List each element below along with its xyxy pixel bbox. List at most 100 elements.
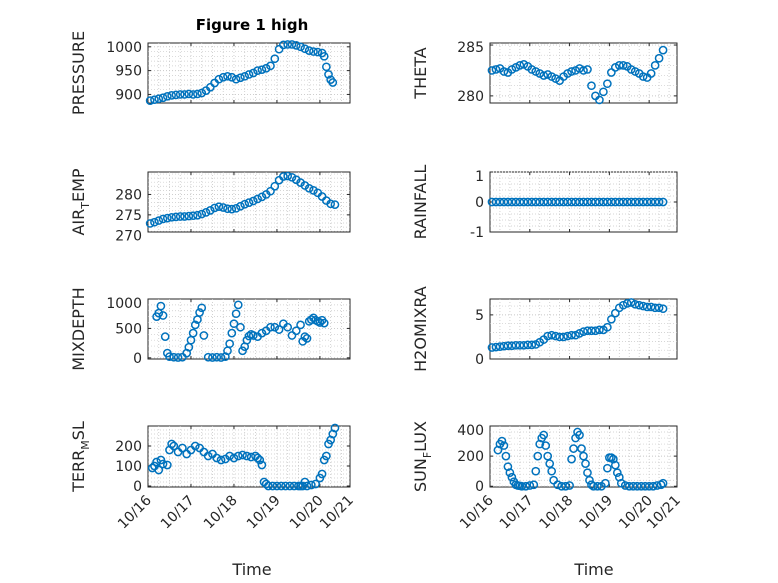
plot-air_temp-point — [205, 206, 215, 215]
plot-h2omixra-point — [515, 340, 525, 350]
plot-terr_msl-ytick-label: 0 — [133, 479, 142, 495]
plot-pressure-point — [184, 89, 194, 99]
plot-pressure-point — [244, 70, 254, 79]
plot-pressure-point — [309, 47, 318, 56]
plot-air_temp: 270 275 280 AIRTEMP — [69, 168, 351, 244]
plot-sun_flux-point — [557, 481, 566, 491]
plot-air_temp-point — [304, 183, 314, 193]
plot-air_temp-point — [214, 202, 224, 212]
plot-rainfall-point — [607, 197, 616, 207]
plot-sun_flux-ytick-label: 0 — [475, 479, 484, 495]
plot-mixdepth-point — [270, 322, 280, 332]
plot-h2omixra-point — [491, 342, 501, 352]
plot-pressure-point — [322, 62, 331, 72]
plot-air_temp-point — [248, 196, 258, 206]
plot-sun_flux-point — [543, 451, 553, 461]
plot-sun_flux-point — [539, 430, 549, 440]
plot-air_temp-point — [210, 203, 219, 213]
plot-terr_msl-point — [154, 465, 164, 475]
plot-sun_flux-point — [565, 481, 574, 490]
plot-h2omixra-point — [646, 302, 656, 312]
plot-mixdepth-point — [173, 353, 183, 362]
plot-mixdepth-axes-box — [147, 298, 351, 360]
plot-sun_flux-point — [561, 481, 570, 491]
plot-pressure-point — [291, 41, 301, 50]
plot-terr_msl-point — [242, 451, 252, 461]
plot-rainfall-point — [618, 197, 628, 207]
plot-theta-point — [595, 95, 604, 105]
plot-terr_msl-ytick-label: 200 — [115, 439, 142, 455]
plot-rainfall-point — [579, 197, 588, 207]
plot-rainfall-point — [503, 197, 513, 207]
plot-rainfall-point — [610, 197, 620, 207]
plot-pressure-point — [227, 72, 237, 82]
plot-terr_msl-point — [190, 441, 200, 451]
plot-terr_msl-ylabel-main: TERR — [69, 450, 88, 493]
plot-sun_flux-points — [493, 427, 668, 491]
plot-h2omixra-point — [642, 302, 652, 312]
plot-theta-point — [515, 61, 525, 70]
plot-sun_flux-point — [585, 475, 594, 485]
plot-rainfall-point — [515, 197, 525, 207]
plot-pressure-points — [145, 40, 338, 105]
plot-rainfall: -1 0 1 RAINFALL — [411, 165, 678, 241]
plot-sun_flux-point — [533, 451, 543, 461]
plot-pressure-point — [296, 42, 305, 52]
plot-sun_flux-point — [553, 480, 562, 490]
plot-pressure-point — [193, 89, 202, 99]
plot-h2omixra-point — [603, 322, 612, 332]
plot-air_temp-point — [309, 186, 318, 195]
plot-sun_flux-point — [547, 466, 557, 476]
plot-h2omixra-point — [519, 340, 529, 350]
plot-air_temp-point — [240, 199, 250, 209]
plot-terr_msl-point — [162, 460, 172, 470]
plot-air_temp-point — [145, 219, 155, 228]
plot-sun_flux-point — [521, 481, 531, 491]
plot-h2omixra-ytick-label: 0 — [475, 352, 484, 368]
plot-h2omixra-ytick-label: 5 — [475, 308, 484, 324]
plot-mixdepth-point — [212, 352, 222, 362]
plot-sun_flux-point — [587, 480, 596, 490]
plot-h2omixra-point — [587, 326, 596, 336]
plot-sun_flux-ylabel-main: SUN — [411, 458, 430, 492]
plot-terr_msl-point — [281, 481, 290, 491]
plot-terr_msl-point — [263, 481, 273, 491]
plot-sun_flux-ylabel-sub: F — [421, 452, 434, 458]
plot-rainfall-point — [603, 197, 612, 207]
plot-mixdepth-point — [300, 332, 310, 341]
plot-terr_msl-point — [216, 455, 226, 465]
plot-pressure-point — [218, 72, 228, 82]
plot-sun_flux-point — [640, 481, 650, 491]
plot-terr_msl-ylabel-sub: M — [79, 440, 92, 450]
plot-mixdepth-point — [203, 352, 213, 362]
plot-mixdepth-ytick-label: 1000 — [106, 296, 142, 312]
plot-mixdepth-point — [156, 301, 166, 311]
plot-terr_msl-point — [238, 450, 247, 460]
plot-sun_flux-point — [628, 481, 638, 491]
plot-terr_msl-point — [276, 481, 286, 491]
plot-mixdepth-point — [238, 346, 247, 356]
plot-air_temp-point — [162, 213, 172, 223]
plot-sun_flux-point — [577, 444, 586, 453]
plot-h2omixra-point — [555, 332, 564, 342]
plot-sun_flux-point — [589, 481, 598, 491]
plot-sun_flux-point — [603, 463, 612, 473]
plot-sun_flux-point — [610, 460, 620, 470]
plot-theta-point — [487, 66, 497, 75]
plot-mixdepth-point — [242, 335, 252, 345]
plot-sun_flux-point — [567, 454, 576, 464]
plot-terr_msl-point — [317, 469, 327, 479]
plot-sun_flux-point — [569, 444, 578, 453]
plot-rainfall-point — [630, 197, 640, 207]
plot-theta-point — [603, 79, 612, 89]
plot-mixdepth-point — [315, 318, 325, 327]
plot-pressure-point — [287, 40, 297, 49]
plot-pressure-point — [313, 47, 323, 57]
plot-sun_flux-point — [593, 481, 602, 491]
plot-air_temp-ytick-label: 275 — [115, 208, 142, 224]
plot-air_temp-point — [201, 208, 211, 217]
plot-rainfall-ylabel-main: RAINFALL — [411, 165, 430, 240]
plot-air_temp-point — [193, 210, 202, 220]
plot-rainfall-ytick-label: -1 — [470, 225, 484, 241]
